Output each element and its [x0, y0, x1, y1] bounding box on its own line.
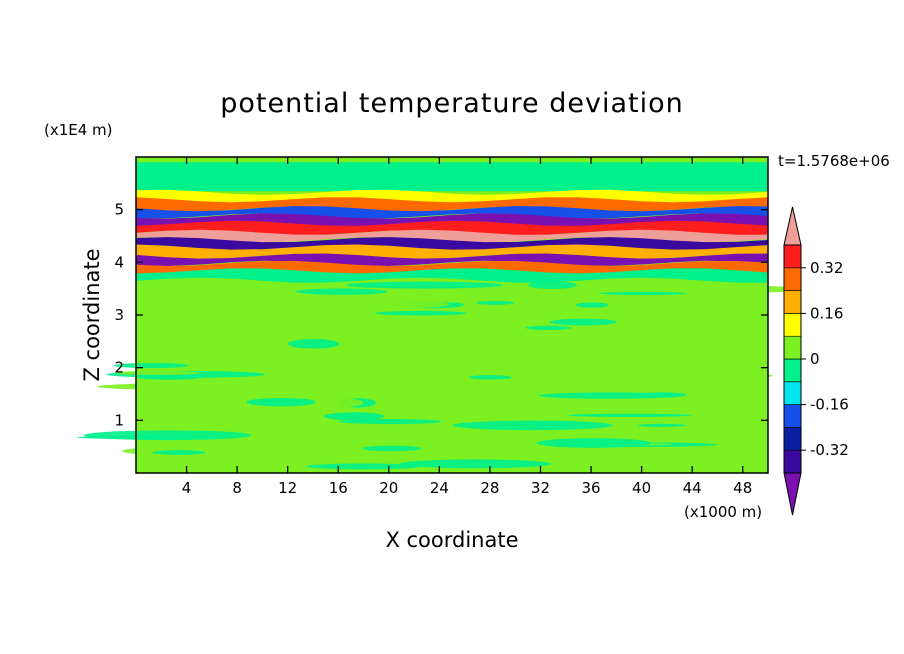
- contour-patch: [635, 423, 687, 427]
- colorbar-end-low: [783, 472, 802, 516]
- colorbar-segment: [783, 404, 802, 428]
- contour-patch: [380, 365, 425, 376]
- x-tick-label: 8: [232, 479, 242, 497]
- colorbar-segment: [783, 427, 802, 451]
- contour-patch: [152, 450, 206, 455]
- y-tick-label: 3: [114, 306, 124, 324]
- contour-patch: [306, 463, 421, 470]
- x-tick-label: 4: [182, 479, 192, 497]
- contour-patch: [97, 383, 271, 390]
- colorbar-label: -0.32: [810, 441, 849, 459]
- time-label: t=1.5768e+06: [778, 152, 890, 170]
- contour-band: [136, 220, 768, 236]
- contour-patch: [643, 285, 800, 294]
- colorbar-segment: [783, 267, 802, 291]
- colorbar-end-high: [783, 206, 802, 246]
- y-tick-label: 4: [114, 253, 124, 271]
- contour-patch: [575, 302, 609, 308]
- contour-patch: [599, 291, 688, 295]
- contour-patch: [528, 281, 577, 289]
- contour-patch: [135, 373, 203, 380]
- colorbar-segment: [783, 290, 802, 314]
- contour-patch: [549, 318, 617, 326]
- x-axis-label: X coordinate: [385, 528, 518, 552]
- colorbar-segment: [783, 449, 802, 474]
- y-tick-label: 2: [114, 359, 124, 377]
- y-axis: 1 2 3 4 5: [114, 201, 768, 429]
- contour-band: [136, 197, 768, 212]
- contour-patch: [372, 353, 456, 361]
- contour-patch: [452, 420, 613, 431]
- x-tick-label: 40: [632, 479, 651, 497]
- x-tick-label: 24: [430, 479, 449, 497]
- y-tick-label: 5: [114, 201, 124, 219]
- x-tick-label: 20: [379, 479, 398, 497]
- colorbar-segment: [783, 244, 802, 269]
- colorbar-label: 0: [810, 350, 820, 368]
- contour-patch: [634, 392, 687, 398]
- y-units-label: (x1E4 m): [44, 121, 113, 139]
- contour-patch: [323, 412, 385, 421]
- contour-patch: [564, 379, 642, 390]
- x-tick-label: 12: [278, 479, 297, 497]
- chart-title: potential temperature deviation: [220, 88, 683, 119]
- y-axis-label: Z coordinate: [80, 248, 104, 381]
- contour-field: [76, 162, 800, 470]
- contour-patch: [392, 295, 569, 303]
- colorbar-segment: [783, 381, 802, 405]
- contour-patch: [476, 300, 515, 305]
- contour-patch: [314, 398, 364, 408]
- contour-patch: [399, 459, 552, 469]
- contour-patch: [246, 397, 317, 407]
- x-tick-label: 16: [329, 479, 348, 497]
- contour-patch: [287, 338, 340, 349]
- contour-band: [136, 206, 768, 219]
- y-tick-label: 1: [114, 411, 124, 429]
- contour-band: [136, 229, 768, 243]
- x-units-label: (x1000 m): [684, 503, 762, 521]
- contour-patch: [644, 372, 773, 379]
- contour-band: [136, 268, 768, 283]
- contour-patch: [432, 429, 507, 433]
- contour-patch: [525, 325, 572, 330]
- colorbar-segment: [783, 335, 802, 360]
- contour-patch: [713, 382, 767, 389]
- contour-patch: [536, 438, 651, 448]
- x-tick-label: 32: [531, 479, 550, 497]
- contour-band: [136, 177, 768, 190]
- contour-patch: [557, 453, 652, 460]
- contour-patch: [374, 310, 467, 316]
- colorbar-label: 0.16: [810, 304, 843, 322]
- x-tick-label: 44: [683, 479, 702, 497]
- contour-patch: [338, 418, 442, 425]
- x-tick-label: 28: [480, 479, 499, 497]
- colorbar-segment: [783, 313, 802, 337]
- contour-band: [136, 244, 768, 260]
- contour-patch: [295, 288, 388, 295]
- contour-patch: [345, 281, 504, 289]
- contour-patch: [116, 370, 201, 375]
- x-tick-label: 36: [581, 479, 600, 497]
- colorbar-segment: [783, 358, 802, 383]
- contour-patch: [265, 348, 346, 352]
- x-tick-label: 48: [733, 479, 752, 497]
- contour-patch: [362, 445, 422, 452]
- contour-patch: [114, 362, 189, 369]
- contour-band: [136, 253, 768, 266]
- x-axis: 4 8 12 16 20 24 28 32 36 40 44 48: [182, 157, 752, 497]
- colorbar: -0.32 -0.16 0 0.16 0.32: [783, 206, 849, 516]
- contour-patch: [469, 375, 512, 380]
- contour-patch: [348, 300, 450, 309]
- contour-patch: [186, 326, 253, 335]
- colorbar-label: 0.32: [810, 259, 843, 277]
- colorbar-label: -0.16: [810, 396, 849, 414]
- contour-patch: [567, 413, 693, 417]
